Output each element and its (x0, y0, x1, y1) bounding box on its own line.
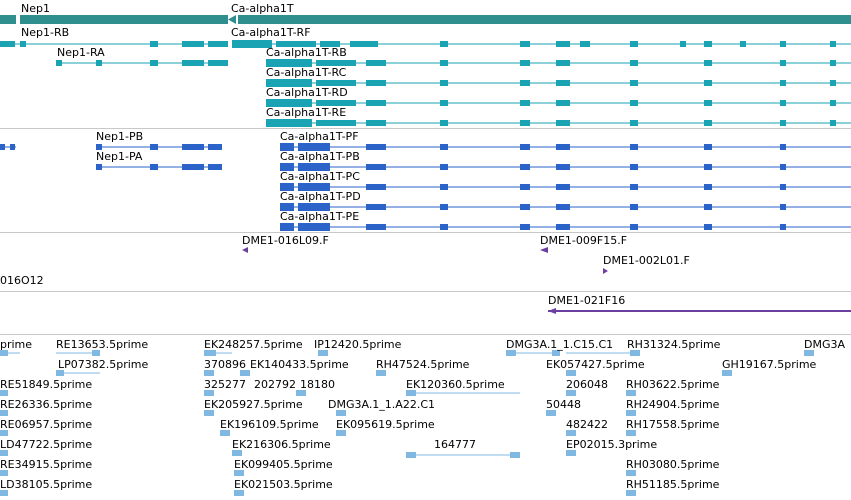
est-label[interactable]: LD47722.5prime (0, 438, 93, 451)
transcript-ca-alpha1t-rf-glyph[interactable] (232, 40, 851, 48)
gene-bar-nep1[interactable] (20, 15, 228, 24)
est-label[interactable]: 482422 (566, 418, 608, 431)
est-label[interactable]: prime (0, 338, 33, 351)
track-separator (0, 291, 851, 292)
clone-dme1-016l09-glyph[interactable] (242, 247, 248, 253)
gene-bar-ca-alpha1t[interactable] (238, 15, 851, 24)
protein-ca-alpha1t-pc-glyph[interactable] (280, 183, 851, 191)
clone-label[interactable]: DME1-009F15.F (540, 234, 628, 247)
est-label[interactable]: EK021503.5prime (234, 478, 333, 491)
clone-label[interactable]: DME1-021F16 (548, 294, 626, 307)
est-label[interactable]: EK205927.5prime (204, 398, 303, 411)
est-label[interactable]: 206048 (566, 378, 608, 391)
transcript-label[interactable]: Ca-alpha1T-RE (266, 106, 347, 119)
protein-label[interactable]: Ca-alpha1T-PD (280, 190, 361, 203)
est-label[interactable]: RE13653.5prime (56, 338, 149, 351)
gene-bar-nep1[interactable] (0, 15, 16, 24)
protein-ca-alpha1t-pd-glyph[interactable] (280, 203, 851, 211)
est-label[interactable]: RH17558.5prime (626, 418, 720, 431)
transcript-label[interactable]: Nep1-RA (57, 46, 105, 59)
clone-dme1-021f16-glyph[interactable] (548, 308, 851, 314)
transcript-label[interactable]: Ca-alpha1T-RC (266, 66, 347, 79)
track-separator (0, 232, 851, 233)
protein-label[interactable]: Ca-alpha1T-PB (280, 150, 360, 163)
est-label[interactable]: IP12420.5prime (314, 338, 402, 351)
est-label[interactable]: RE34915.5prime (0, 458, 93, 471)
est-label[interactable]: LD38105.5prime (0, 478, 93, 491)
est-label[interactable]: RH03622.5prime (626, 378, 720, 391)
gene-label-ca-alpha1t[interactable]: Ca-alpha1T (231, 2, 294, 15)
transcript-ca-alpha1t-re-glyph[interactable] (266, 119, 851, 127)
est-label[interactable]: 370896 (204, 358, 246, 371)
est-label[interactable]: EK095619.5prime (336, 418, 435, 431)
est-glyphs[interactable] (0, 350, 814, 496)
est-label[interactable]: 164777 (434, 438, 476, 451)
clone-dme1-009f15-glyph[interactable] (540, 247, 548, 253)
est-label[interactable]: RH31324.5prime (627, 338, 721, 351)
transcript-nep1-rb-glyph[interactable] (0, 41, 228, 47)
track-separator (0, 334, 851, 335)
protein-nep1-pb-glyph[interactable] (96, 144, 222, 150)
clone-label[interactable]: 016O12 (0, 274, 44, 287)
est-label[interactable]: RE26336.5prime (0, 398, 93, 411)
transcript-label[interactable]: Ca-alpha1T-RD (266, 86, 348, 99)
est-label[interactable]: EK216306.5prime (232, 438, 331, 451)
clone-label[interactable]: DME1-016L09.F (242, 234, 329, 247)
transcript-ca-alpha1t-rc-glyph[interactable] (266, 79, 851, 87)
est-label[interactable]: LP07382.5prime (58, 358, 149, 371)
transcript-ca-alpha1t-rb-glyph[interactable] (266, 59, 851, 67)
est-label[interactable]: 18180 (300, 378, 335, 391)
protein-label[interactable]: Ca-alpha1T-PF (280, 130, 359, 143)
protein-ca-alpha1t-pf-glyph[interactable] (280, 143, 851, 151)
est-label[interactable]: 50448 (546, 398, 581, 411)
est-label[interactable]: EP02015.3prime (566, 438, 658, 451)
est-label[interactable]: RE51849.5prime (0, 378, 93, 391)
est-label[interactable]: EK099405.5prime (234, 458, 333, 471)
transcript-ca-alpha1t-rd-glyph[interactable] (266, 99, 851, 107)
gene-strand-arrow (228, 15, 236, 24)
protein-nep1-left-glyph[interactable] (0, 144, 16, 150)
clone-dme1-002l01-glyph[interactable] (603, 268, 608, 274)
est-label[interactable]: DMG3A.1_1.C15.C1 (506, 338, 614, 351)
est-label[interactable]: DMG3A.1_1.A22.C1 (328, 398, 436, 411)
protein-label[interactable]: Ca-alpha1T-PC (280, 170, 360, 183)
est-label[interactable]: EK140433.5prime (250, 358, 349, 371)
est-label[interactable]: RE06957.5prime (0, 418, 93, 431)
est-label[interactable]: RH47524.5prime (376, 358, 470, 371)
est-label[interactable]: RH51185.5prime (626, 478, 720, 491)
est-label[interactable]: GH19167.5prime (722, 358, 817, 371)
transcript-label[interactable]: Nep1-RB (21, 26, 70, 39)
est-label[interactable]: 202792 (254, 378, 296, 391)
transcript-label[interactable]: Ca-alpha1T-RB (266, 46, 347, 59)
protein-label[interactable]: Nep1-PB (96, 130, 144, 143)
est-label[interactable]: EK248257.5prime (204, 338, 303, 351)
est-label[interactable]: EK120360.5prime (406, 378, 505, 391)
est-label[interactable]: DMG3A (804, 338, 846, 351)
protein-label[interactable]: Nep1-PA (96, 150, 143, 163)
protein-nep1-pa-glyph[interactable] (96, 164, 222, 170)
clone-label[interactable]: DME1-002L01.F (603, 254, 690, 267)
transcript-label[interactable]: Ca-alpha1T-RF (231, 26, 311, 39)
est-label[interactable]: EK057427.5prime (546, 358, 645, 371)
transcript-nep1-ra-glyph[interactable] (56, 60, 228, 66)
protein-ca-alpha1t-pe-glyph[interactable] (280, 223, 851, 231)
track-separator (0, 128, 851, 129)
est-label[interactable]: RH03080.5prime (626, 458, 720, 471)
est-label[interactable]: EK196109.5prime (220, 418, 319, 431)
protein-ca-alpha1t-pb-glyph[interactable] (280, 163, 851, 171)
gene-label-nep1[interactable]: Nep1 (21, 2, 50, 15)
est-label[interactable]: 325277 (204, 378, 246, 391)
protein-label[interactable]: Ca-alpha1T-PE (280, 210, 360, 223)
est-label[interactable]: RH24904.5prime (626, 398, 720, 411)
